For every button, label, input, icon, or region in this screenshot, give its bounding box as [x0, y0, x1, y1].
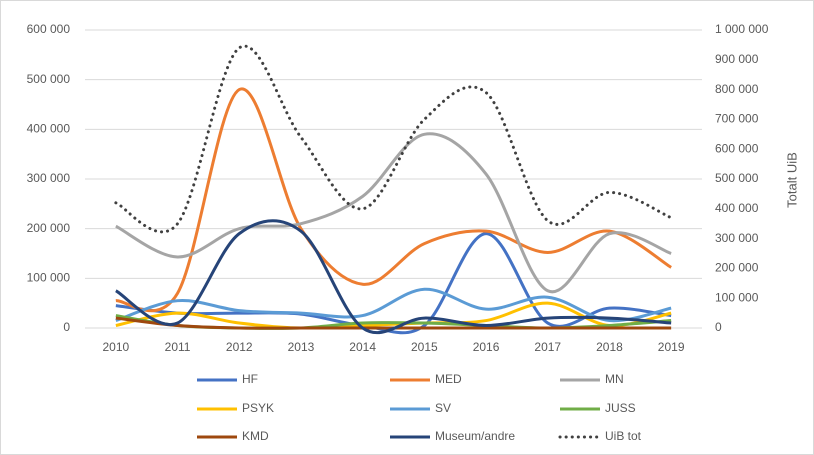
y2-tick-label: 700 000 [715, 112, 759, 126]
y2-axis-label: Totalt UiB [784, 152, 799, 208]
x-tick-label: 2014 [349, 340, 376, 354]
y2-tick-label: 500 000 [715, 171, 759, 185]
legend-label: PSYK [242, 401, 274, 415]
y2-tick-label: 800 000 [715, 82, 759, 96]
y2-tick-label: 100 000 [715, 290, 759, 304]
series-line [115, 132, 672, 294]
y-tick-label: 200 000 [27, 221, 71, 235]
series-line [115, 232, 672, 335]
series-line [115, 87, 672, 313]
series-line [114, 44, 673, 234]
y2-tick-label: 900 000 [715, 52, 759, 66]
y2-tick-label: 300 000 [715, 231, 759, 245]
y2-tick-label: 400 000 [715, 201, 759, 215]
x-tick-label: 2018 [596, 340, 623, 354]
y2-tick-label: 1 000 000 [715, 22, 769, 36]
x-tick-label: 2017 [534, 340, 561, 354]
x-tick-label: 2019 [658, 340, 685, 354]
x-tick-label: 2011 [165, 340, 191, 354]
legend-label: HF [242, 372, 258, 386]
y-tick-label: 0 [63, 320, 70, 334]
series-line [115, 287, 672, 323]
y2-tick-label: 0 [715, 320, 722, 334]
x-tick-label: 2013 [288, 340, 315, 354]
y-tick-label: 100 000 [27, 271, 71, 285]
series-line [115, 219, 672, 335]
y-tick-label: 600 000 [27, 22, 71, 36]
y-tick-label: 500 000 [27, 72, 71, 86]
x-tick-label: 2015 [411, 340, 438, 354]
legend-label: Museum/andre [435, 429, 515, 443]
y2-tick-label: 600 000 [715, 141, 759, 155]
legend-label: UiB tot [605, 429, 642, 443]
y-tick-label: 300 000 [27, 171, 71, 185]
x-tick-label: 2012 [226, 340, 253, 354]
x-tick-label: 2010 [102, 340, 129, 354]
y2-tick-label: 200 000 [715, 261, 759, 275]
legend-label: SV [435, 401, 451, 415]
y-tick-label: 400 000 [27, 122, 71, 136]
x-tick-label: 2016 [473, 340, 500, 354]
legend-label: MED [435, 372, 462, 386]
legend-label: JUSS [605, 401, 636, 415]
legend-label: MN [605, 372, 624, 386]
legend-label: KMD [242, 429, 269, 443]
